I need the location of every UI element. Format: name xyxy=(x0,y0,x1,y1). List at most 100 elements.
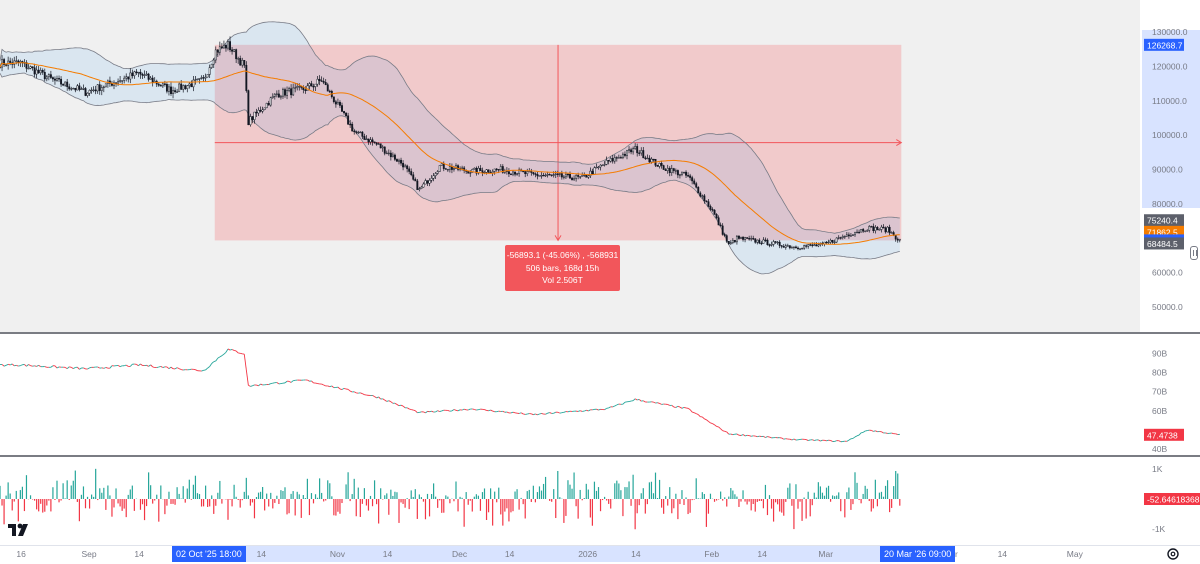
indicator-2-bar xyxy=(101,493,102,499)
indicator-2-bar xyxy=(107,485,108,499)
candle-body xyxy=(406,166,407,169)
indicator-1-segment xyxy=(291,381,293,383)
indicator-1-segment xyxy=(814,440,816,441)
indicator-1-segment xyxy=(395,403,397,404)
indicator-2-bar xyxy=(185,499,186,503)
indicator-2-bar xyxy=(578,499,579,519)
indicator-2-bar xyxy=(309,499,310,515)
candle-body xyxy=(209,68,210,75)
indicator-2-bar xyxy=(820,486,821,499)
candle-body xyxy=(724,234,725,235)
candle-body xyxy=(244,60,245,65)
candle-body xyxy=(288,89,289,91)
candle-body xyxy=(419,189,420,190)
candle-body xyxy=(659,163,660,166)
indicator-1-segment xyxy=(383,399,385,400)
indicator-2-bar xyxy=(238,499,239,500)
indicator-1-segment xyxy=(65,367,67,368)
indicator-2-bar xyxy=(354,479,355,499)
indicator-2-bar xyxy=(730,488,731,499)
candle-body xyxy=(860,229,861,232)
indicator-1-segment xyxy=(189,369,191,370)
candle-body xyxy=(164,84,165,85)
candle-body xyxy=(79,86,80,90)
indicator-1-segment xyxy=(169,367,171,369)
indicator-1-segment xyxy=(236,351,238,353)
indicator-2-bar xyxy=(484,488,485,499)
indicator-2-bar xyxy=(710,494,711,499)
indicator-2-bar xyxy=(160,485,161,499)
candle-body xyxy=(447,169,448,170)
indicator-2-bar xyxy=(270,493,271,499)
price-axis[interactable]: 130000.0120000.0110000.0100000.090000.08… xyxy=(1142,27,1200,534)
candle-body xyxy=(435,173,436,175)
indicator-1-segment xyxy=(639,399,641,401)
indicator-2-bar xyxy=(850,499,851,510)
tradingview-logo-icon[interactable] xyxy=(6,518,32,540)
candle-body xyxy=(75,88,76,90)
indicator-1-segment xyxy=(521,413,523,414)
indicator-2-bar xyxy=(529,490,530,499)
indicator-2-bar xyxy=(264,499,265,510)
indicator-1-segment xyxy=(110,366,112,368)
candle-body xyxy=(9,61,10,63)
indicator-2-bar xyxy=(533,486,534,499)
candle-body xyxy=(718,218,719,225)
range-end-date-badge: 20 Mar '26 09:00 xyxy=(880,546,955,562)
price-tick-label: 120000.0 xyxy=(1152,61,1188,71)
candle-body xyxy=(126,77,127,78)
measure-tooltip-line1: -56893.1 (-45.06%) , -568931 xyxy=(505,249,620,262)
candle-body xyxy=(681,173,682,175)
indicator-2-bar xyxy=(113,499,114,507)
indicator-2-bar xyxy=(714,499,715,502)
candle-body xyxy=(630,150,631,152)
indicator-pane-2[interactable] xyxy=(0,469,900,529)
indicator-1-segment xyxy=(130,364,132,366)
indicator-2-bar xyxy=(282,491,283,499)
candle-body xyxy=(174,91,175,92)
indicator-1-segment xyxy=(770,437,772,438)
indicator-1-segment xyxy=(373,395,375,396)
candle-body xyxy=(217,50,218,52)
candle-body xyxy=(351,124,352,131)
indicator-2-bar xyxy=(539,486,540,499)
indicator-2-bar xyxy=(50,499,51,511)
indicator-1-segment xyxy=(568,411,570,412)
candle-body xyxy=(333,97,334,102)
candle-body xyxy=(372,140,373,142)
candle-body xyxy=(716,214,717,217)
candle-body xyxy=(396,159,397,161)
indicator-1-segment xyxy=(464,409,466,410)
indicator-2-bar xyxy=(502,499,503,526)
candle-body xyxy=(311,84,312,87)
candle-body xyxy=(62,84,63,85)
indicator-1-segment xyxy=(588,410,590,411)
price-scale-handle-icon[interactable] xyxy=(1190,246,1198,260)
indicator-2-bar xyxy=(816,498,817,499)
candle-body xyxy=(81,89,82,90)
indicator-2-bar xyxy=(810,499,811,516)
candle-body xyxy=(431,178,432,180)
indicator-2-bar xyxy=(472,499,473,512)
indicator-pane-1[interactable] xyxy=(0,349,900,442)
indicator-2-bar xyxy=(262,487,263,499)
indicator-1-segment xyxy=(324,385,326,386)
indicator-2-bar xyxy=(683,499,684,505)
indicator-2-bar xyxy=(394,492,395,499)
indicator-2-bar xyxy=(867,489,868,499)
indicator-1-segment xyxy=(853,437,855,438)
indicator-1-segment xyxy=(812,440,814,441)
candle-body xyxy=(445,169,446,170)
indicator-2-bar xyxy=(303,495,304,499)
indicator-2-bar xyxy=(323,499,324,501)
indicator-1-segment xyxy=(478,409,480,410)
candle-body xyxy=(645,158,646,159)
indicator-1-segment xyxy=(285,381,287,383)
indicator-2-bar xyxy=(692,499,693,500)
indicator-2-bar xyxy=(576,499,577,506)
indicator-2-bar xyxy=(661,499,662,508)
indicator-1-segment xyxy=(548,413,550,414)
gear-icon[interactable] xyxy=(1166,547,1180,561)
candle-body xyxy=(231,50,232,51)
